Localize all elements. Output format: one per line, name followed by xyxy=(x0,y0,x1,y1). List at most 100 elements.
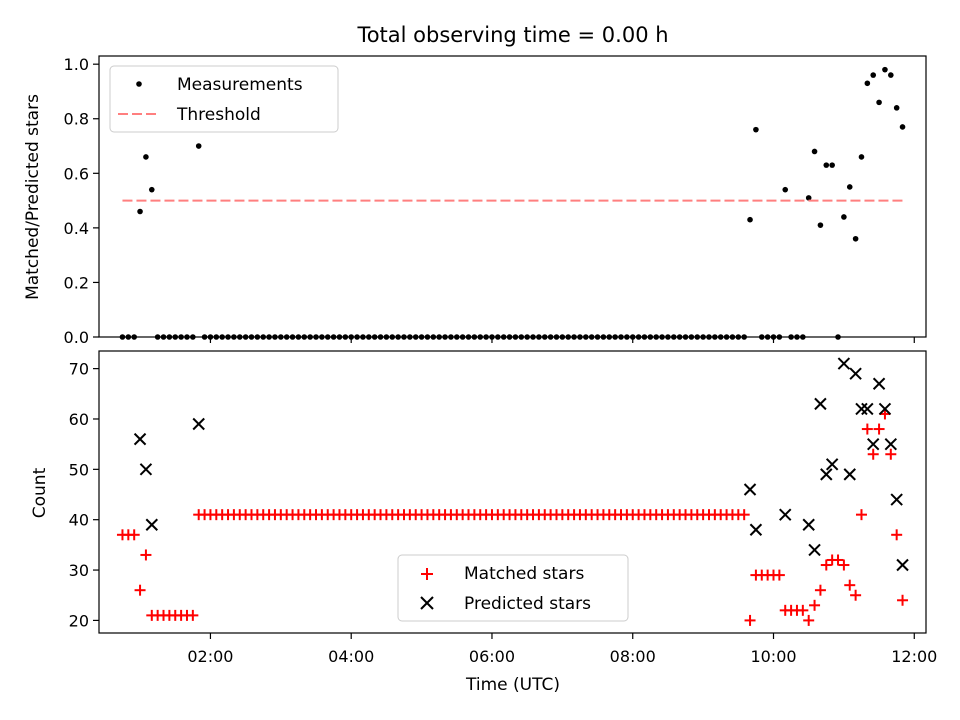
count-axis-ticks: 20 30 40 50 60 70 02:00 04:00 06:00 08:00 10:00 12:… xyxy=(69,360,938,666)
measurement-point xyxy=(870,72,877,78)
count-plot-marks xyxy=(116,357,909,626)
ratio-ytick-label: 0.4 xyxy=(64,219,89,238)
legend-measurements-marker xyxy=(136,81,142,87)
ratio-ytick-label: 1.0 xyxy=(64,55,89,74)
count-panel: 20 30 40 50 60 70 02:00 04:00 06:00 08:00 10:00 12:… xyxy=(30,350,938,695)
legend-matched-label: Matched stars xyxy=(464,564,584,584)
count-ytick-label: 30 xyxy=(69,561,89,580)
count-xtick-label: 06:00 xyxy=(469,647,515,666)
measurement-point xyxy=(143,154,149,160)
measurement-point xyxy=(882,66,888,73)
measurement-point xyxy=(747,216,753,223)
measurement-point xyxy=(811,148,818,155)
matched-star-point xyxy=(897,594,909,606)
count-xtick-label: 10:00 xyxy=(750,647,796,666)
matched-star-point xyxy=(850,589,862,601)
ratio-ytick-label: 0.0 xyxy=(64,328,89,347)
ratio-legend-box xyxy=(109,65,339,133)
count-ytick-label: 20 xyxy=(69,611,89,630)
predicted-star-point xyxy=(861,402,874,416)
count-legend-box xyxy=(397,554,629,622)
ratio-ytick-label: 0.2 xyxy=(64,273,89,292)
matched-star-point xyxy=(140,549,152,561)
predicted-star-point xyxy=(855,402,868,416)
count-ytick-label: 40 xyxy=(69,511,89,530)
matched-star-point xyxy=(832,554,844,566)
predicted-star-point xyxy=(139,463,153,476)
predicted-star-point xyxy=(872,377,886,390)
measurement-point xyxy=(817,222,824,228)
matched-star-point xyxy=(891,529,903,541)
count-plot-frame xyxy=(98,350,927,634)
predicted-star-point xyxy=(145,518,158,531)
matched-star-point xyxy=(128,529,140,541)
measurement-point xyxy=(893,105,900,111)
count-xtick-label: 02:00 xyxy=(187,647,233,666)
legend-predicted-marker xyxy=(420,596,434,610)
count-ytick-label: 50 xyxy=(69,460,89,479)
count-legend: Matched stars Predicted stars xyxy=(397,554,629,622)
measurement-point xyxy=(753,126,759,133)
measurement-point xyxy=(823,162,830,168)
measurement-point xyxy=(137,208,143,215)
ratio-legend: Measurements Threshold xyxy=(109,65,339,133)
predicted-star-point xyxy=(867,437,880,451)
matched-star-point xyxy=(885,448,897,460)
measurement-point xyxy=(888,72,894,78)
measurement-point xyxy=(841,214,847,220)
ratio-ytick-label: 0.6 xyxy=(64,164,89,183)
predicted-star-point xyxy=(884,437,898,451)
measurement-point xyxy=(782,186,789,193)
matched-star-point xyxy=(855,509,867,521)
matched-star-point xyxy=(844,579,856,591)
ratio-plot-frame xyxy=(98,55,927,338)
predicted-star-point xyxy=(779,508,792,521)
matched-star-point xyxy=(873,423,885,435)
matched-star-point xyxy=(809,599,821,611)
ratio-ylabel: Matched/Predicted stars xyxy=(23,94,43,300)
measurement-point xyxy=(864,80,871,87)
predicted-star-point xyxy=(837,357,851,370)
measurement-point xyxy=(876,99,882,106)
measurement-point xyxy=(846,184,853,190)
predicted-star-point xyxy=(192,417,205,431)
measurement-point xyxy=(858,154,865,160)
legend-measurements-label: Measurements xyxy=(177,75,303,95)
matched-star-point xyxy=(820,559,832,571)
matched-star-point xyxy=(797,604,809,616)
predicted-star-point xyxy=(878,402,892,416)
measurement-point xyxy=(148,186,155,193)
matched-star-point xyxy=(134,584,146,596)
predicted-star-point xyxy=(820,468,833,481)
legend-matched-marker xyxy=(421,568,433,580)
legend-predicted-label: Predicted stars xyxy=(464,594,591,614)
predicted-star-point xyxy=(133,432,147,446)
predicted-star-point xyxy=(749,523,763,536)
count-ytick-label: 70 xyxy=(69,360,89,379)
figure-title: Total observing time = 0.00 h xyxy=(356,23,668,47)
matched-star-point xyxy=(803,614,815,626)
matched-star-point xyxy=(861,423,873,435)
measurement-point xyxy=(852,235,859,242)
count-ytick-label: 60 xyxy=(69,410,89,429)
measurement-point xyxy=(899,124,906,130)
matched-star-point xyxy=(867,448,879,460)
matched-star-point xyxy=(838,559,850,571)
measurement-point xyxy=(829,162,835,168)
measurement-point xyxy=(805,195,812,201)
predicted-star-point xyxy=(808,543,821,557)
count-xtick-label: 08:00 xyxy=(610,647,656,666)
ratio-ytick-label: 0.8 xyxy=(64,110,89,129)
predicted-star-point xyxy=(825,458,839,471)
matched-star-point xyxy=(814,584,826,596)
predicted-star-point xyxy=(896,558,909,572)
predicted-star-point xyxy=(843,468,856,481)
predicted-star-point xyxy=(802,518,815,531)
ratio-axis-ticks: 0.0 0.2 0.4 0.6 0.8 1.0 xyxy=(64,55,915,347)
predicted-star-point xyxy=(849,367,862,380)
count-ylabel: Count xyxy=(30,467,50,518)
predicted-star-point xyxy=(743,483,757,496)
xaxis-label: Time (UTC) xyxy=(465,675,560,695)
measurement-point xyxy=(195,143,202,149)
